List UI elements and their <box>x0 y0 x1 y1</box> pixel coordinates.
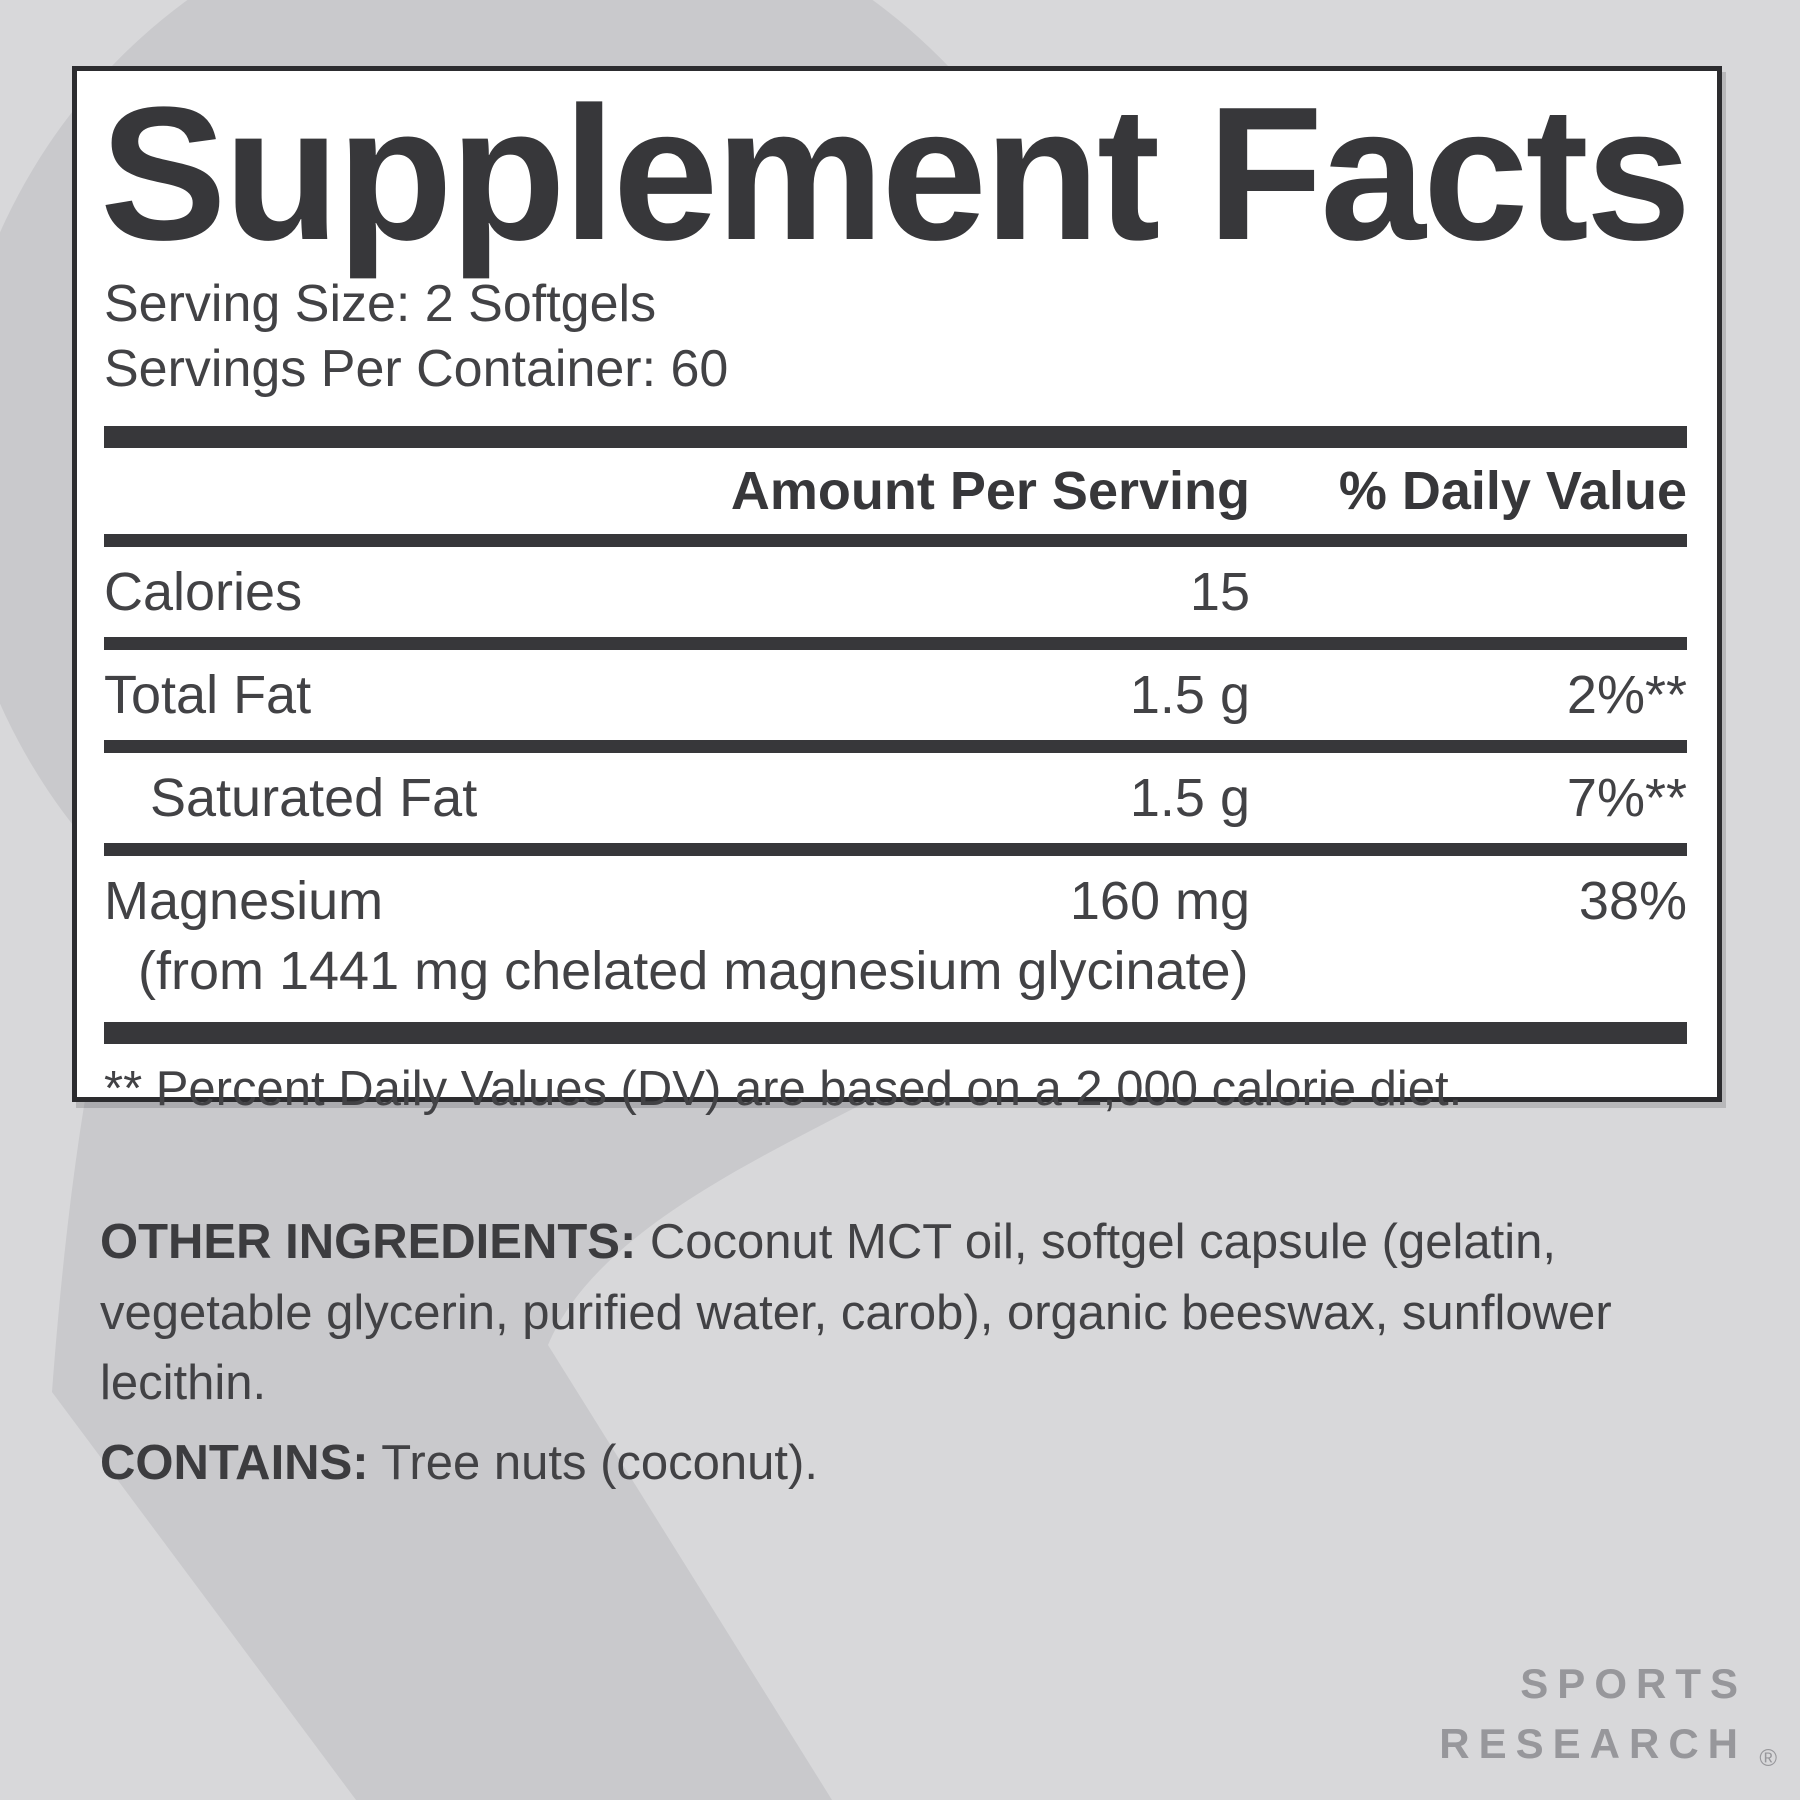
table-header-row: Amount Per Serving % Daily Value <box>104 448 1687 534</box>
rule-under-calories <box>104 636 1687 650</box>
table-row-total-fat: Total Fat 1.5 g 2%** <box>104 650 1687 740</box>
nutrient-amount: 1.5 g <box>1129 767 1250 828</box>
brand-line-sports: SPORTS <box>1520 1659 1747 1707</box>
brand-line-research-text: RESEARCH <box>1439 1719 1747 1767</box>
serving-info: Serving Size: 2 Softgels Servings Per Co… <box>104 272 1687 402</box>
watermark-leg <box>52 1100 870 1800</box>
nutrient-amount: 15 <box>1189 561 1250 622</box>
rule-under-header <box>104 533 1687 547</box>
nutrient-daily-value: 38% <box>1578 870 1687 931</box>
contains-text: Tree nuts (coconut). <box>368 1436 818 1490</box>
nutrient-amount: 1.5 g <box>1129 664 1250 725</box>
other-ingredients-text: Coconut MCT oil, softgel capsule (gelati… <box>100 1215 1612 1411</box>
other-ingredients-label: OTHER INGREDIENTS: <box>100 1215 637 1269</box>
brand-line-research: RESEARCH ® <box>1439 1714 1777 1774</box>
table-row-magnesium: Magnesium 160 mg 38% <box>104 856 1687 932</box>
supplement-facts-panel: Supplement Facts Serving Size: 2 Softgel… <box>72 66 1722 1116</box>
nutrient-name: Calories <box>104 561 303 622</box>
nutrient-name: Saturated Fat <box>150 767 478 828</box>
nutrient-name: Total Fat <box>104 664 312 725</box>
contains-paragraph: CONTAINS: Tree nuts (coconut). <box>100 1435 1680 1491</box>
nutrient-amount: 160 mg <box>1069 870 1250 931</box>
daily-value-footnote: ** Percent Daily Values (DV) are based o… <box>104 1061 1463 1116</box>
rule-above-footnote <box>104 1021 1687 1044</box>
nutrient-name: Magnesium <box>104 870 384 931</box>
table-row-calories: Calories 15 <box>104 547 1687 637</box>
registered-trademark-icon: ® <box>1759 1744 1777 1772</box>
rule-under-saturated-fat <box>104 842 1687 856</box>
magnesium-source-note: (from 1441 mg chelated magnesium glycina… <box>138 940 1249 1001</box>
panel-title: Supplement Facts <box>100 68 1691 280</box>
brand-wordmark: SPORTS RESEARCH ® <box>1439 1654 1777 1774</box>
contains-label: CONTAINS: <box>100 1436 369 1490</box>
top-rule <box>104 425 1687 448</box>
other-ingredients-paragraph: OTHER INGREDIENTS: Coconut MCT oil, soft… <box>100 1207 1680 1419</box>
table-row-saturated-fat: Saturated Fat 1.5 g 7%** <box>104 753 1687 843</box>
servings-per-container-line: Servings Per Container: 60 <box>104 339 729 398</box>
rule-under-total-fat <box>104 739 1687 753</box>
serving-size-line: Serving Size: 2 Softgels <box>104 274 657 333</box>
nutrient-daily-value: 7%** <box>1566 767 1687 828</box>
daily-value-header: % Daily Value <box>1338 460 1687 521</box>
nutrient-daily-value: 2%** <box>1566 664 1687 725</box>
amount-per-serving-header: Amount Per Serving <box>730 460 1250 521</box>
